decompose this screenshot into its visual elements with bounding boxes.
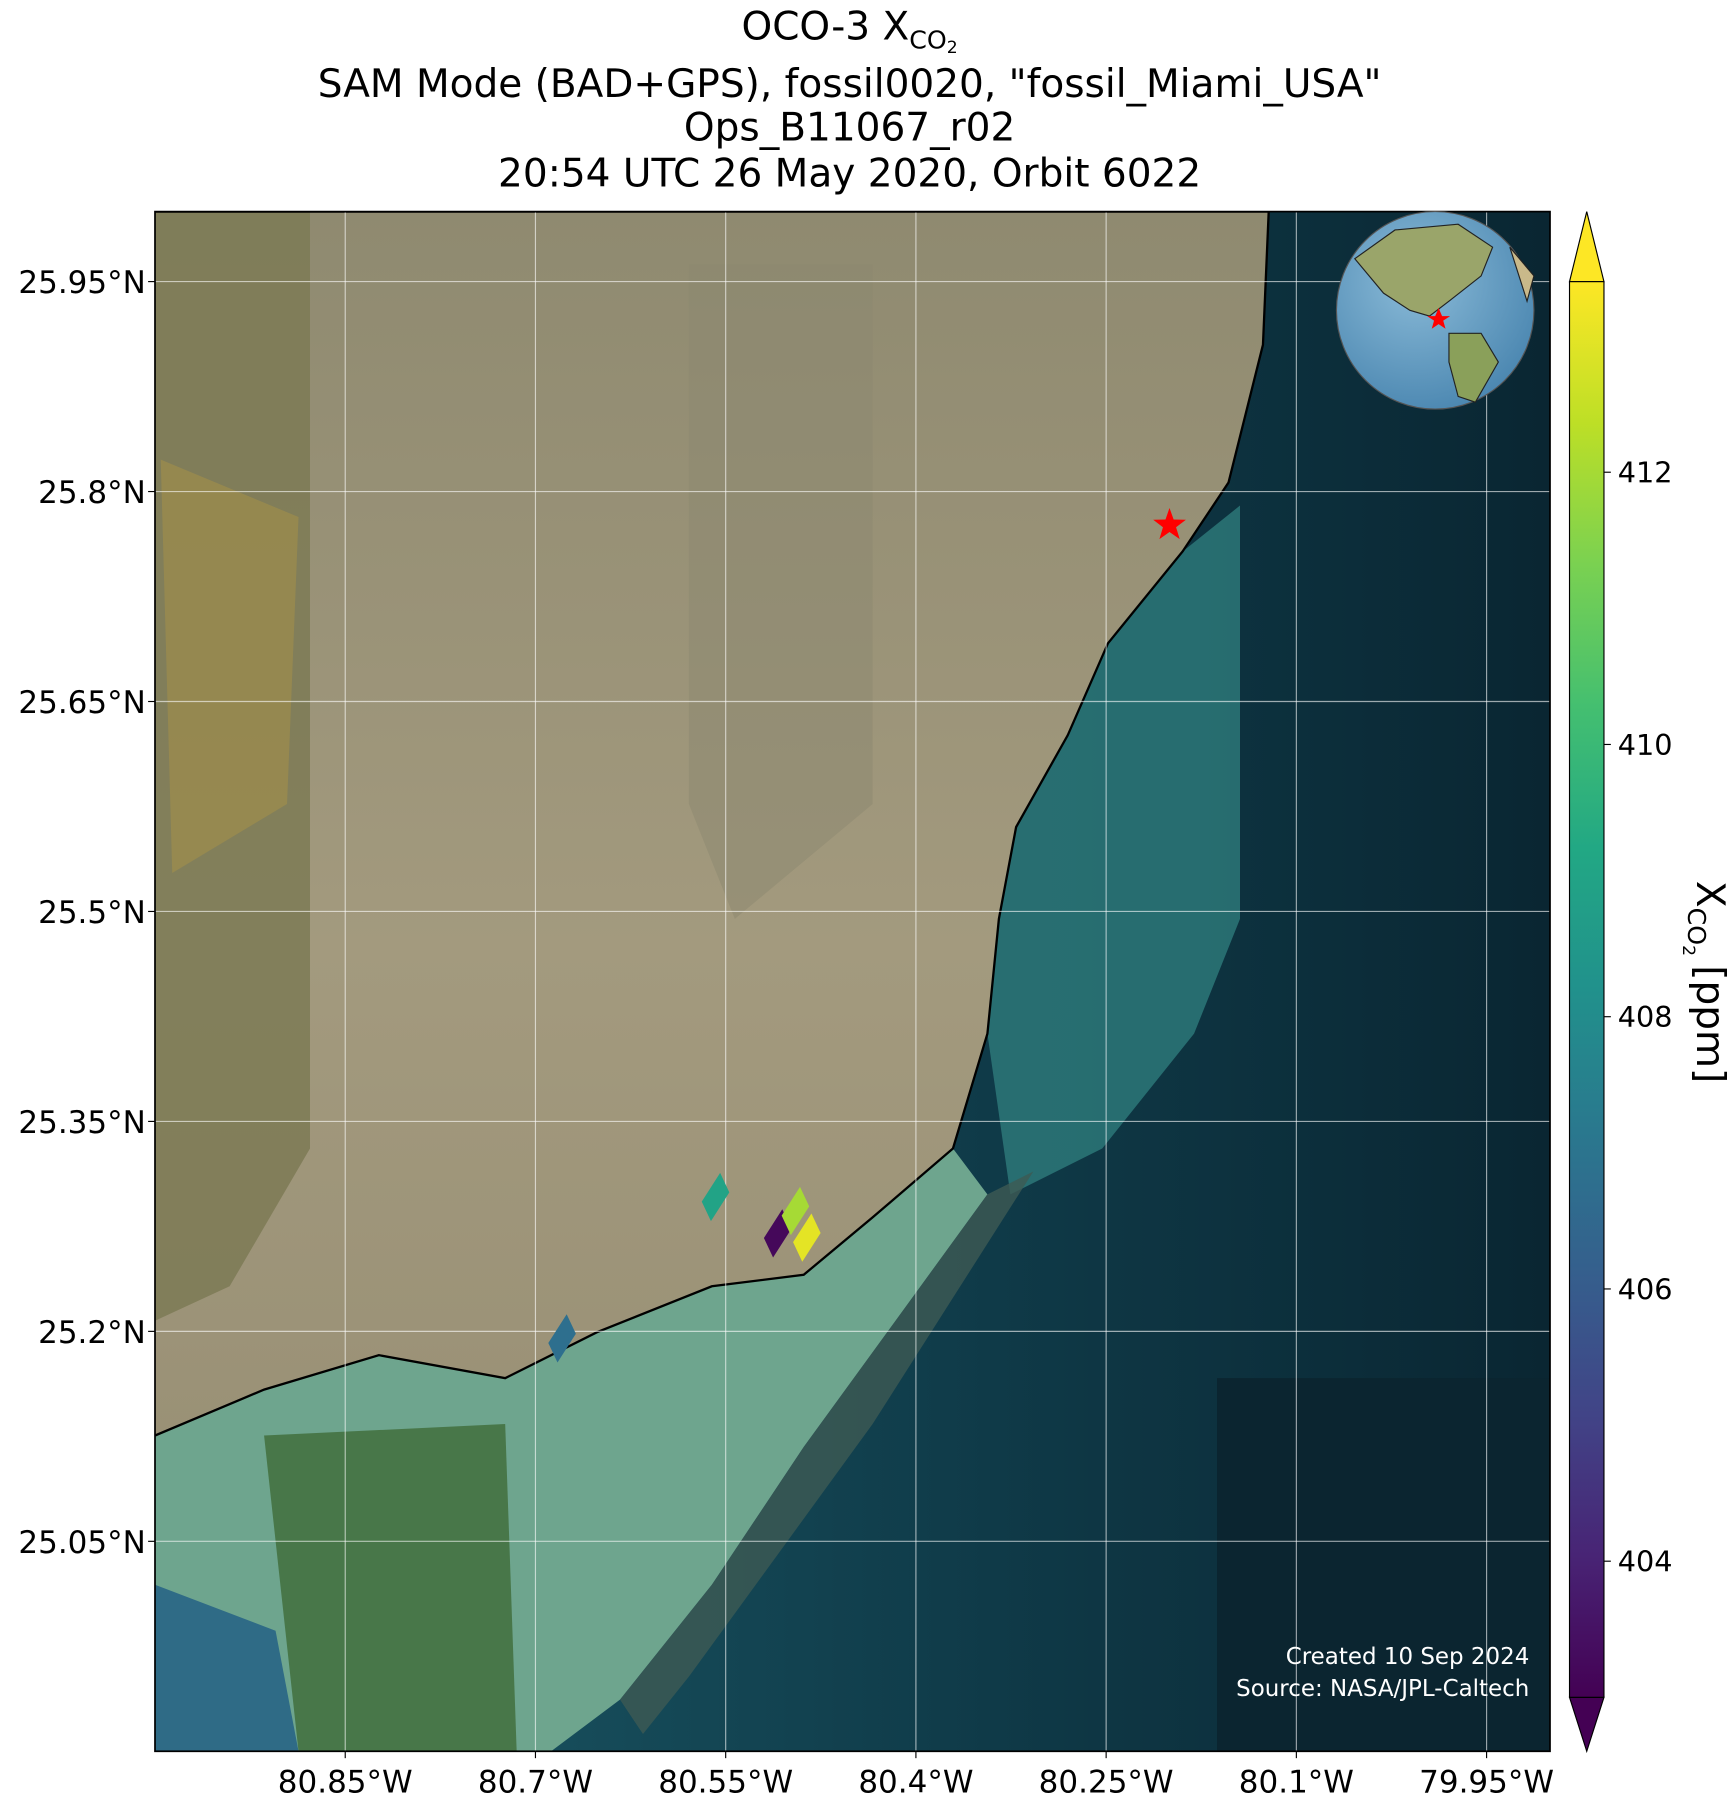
colorbar-tick-label: 412 [1618,456,1673,490]
basemap [155,211,1550,1752]
y-tick-label: 25.35°N [18,1105,145,1141]
subtitle: 20:54 UTC 26 May 2020, Orbit 6022 [498,151,1201,196]
y-tick-label: 25.95°N [18,265,145,301]
footprint [793,1213,821,1262]
cbar-subsub: 2 [1678,945,1698,956]
grid [155,211,1550,1752]
title-subsub: 2 [947,38,958,58]
colorbar-body [1568,281,1605,1698]
x-tick-label: 79.95°W [1419,1765,1554,1801]
y-tick-label: 25.05°N [18,1525,145,1561]
colorbar-extend-min [1568,1696,1605,1754]
x-tick-label: 80.4°W [858,1765,973,1801]
y-tick-label: 25.8°N [38,475,146,511]
colorbar-tick-label: 410 [1618,728,1673,762]
title-sub: CO [909,26,947,55]
x-tick-label: 80.55°W [658,1765,793,1801]
colorbar-label: XCO2 [ppm] [1678,881,1732,1083]
x-tick-label: 80.85°W [278,1765,413,1801]
x-tick-label: 80.25°W [1039,1765,1174,1801]
colorbar-tick-label: 408 [1618,1000,1673,1034]
y-tick-label: 25.2°N [38,1315,146,1351]
title-symbol: X [883,4,910,49]
credit: Created 10 Sep 2024 [1286,1644,1530,1670]
footprint [701,1172,730,1222]
x-tick-label: 80.7°W [478,1765,593,1801]
cbar-sub: CO [1682,908,1711,946]
y-tick-label: 25.65°N [18,685,145,721]
title-line-1: OCO-3 XCO2 [741,4,957,58]
colorbar-tick-label: 404 [1618,1545,1673,1579]
credit: Source: NASA/JPL-Caltech [1236,1676,1529,1702]
cbar-symbol: X [1687,881,1732,908]
colorbar-extend-max [1568,211,1605,283]
subtitle: SAM Mode (BAD+GPS), fossil0020, "fossil_… [318,62,1382,107]
title-prefix: OCO-3 [741,4,870,49]
y-tick-label: 25.5°N [38,895,146,931]
subtitle: Ops_B11067_r02 [684,105,1015,150]
soundings [548,507,1186,1363]
colorbar: 404 406 408 410 412 [1568,211,1673,1754]
colorbar-tick-label: 406 [1618,1272,1673,1306]
footprint [781,1186,810,1236]
map-frame [154,210,1551,1753]
x-tick-label: 80.1°W [1239,1765,1354,1801]
footprint [548,1314,576,1363]
globe-inset [1335,211,1535,410]
cbar-units: [ppm] [1687,965,1732,1083]
target-star [1153,507,1186,540]
